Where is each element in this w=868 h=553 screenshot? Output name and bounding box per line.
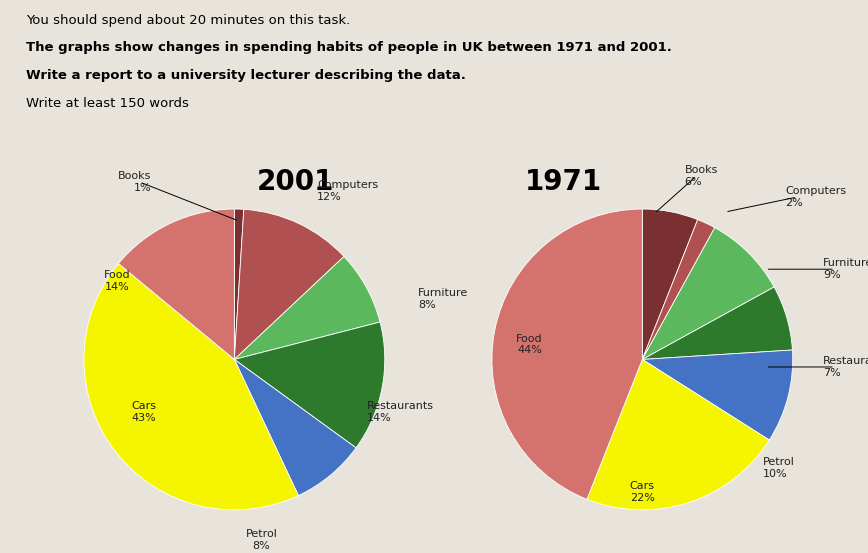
Text: Petrol
10%: Petrol 10% [763, 457, 794, 478]
Wedge shape [642, 287, 792, 359]
Text: Restaurants
14%: Restaurants 14% [366, 401, 434, 423]
Text: 2001: 2001 [257, 168, 334, 196]
Wedge shape [642, 220, 714, 359]
Text: Food
44%: Food 44% [516, 333, 542, 355]
Text: Books
1%: Books 1% [118, 171, 152, 193]
Wedge shape [642, 350, 792, 440]
Text: Cars
43%: Cars 43% [132, 401, 156, 423]
Text: Computers
12%: Computers 12% [317, 180, 378, 202]
Wedge shape [234, 359, 356, 495]
Wedge shape [492, 209, 642, 499]
Wedge shape [234, 210, 344, 359]
Wedge shape [234, 257, 380, 359]
Text: Write at least 150 words: Write at least 150 words [26, 97, 189, 110]
Wedge shape [84, 264, 299, 510]
Text: Computers
2%: Computers 2% [786, 186, 846, 208]
Text: Cars
22%: Cars 22% [630, 481, 654, 503]
Text: Restaurants
7%: Restaurants 7% [823, 356, 868, 378]
Wedge shape [587, 359, 769, 510]
Wedge shape [118, 209, 234, 359]
Text: The graphs show changes in spending habits of people in UK between 1971 and 2001: The graphs show changes in spending habi… [26, 41, 672, 55]
Wedge shape [642, 228, 774, 359]
Text: Food
14%: Food 14% [103, 270, 130, 292]
Text: 1971: 1971 [525, 168, 602, 196]
Text: Furniture
9%: Furniture 9% [823, 258, 868, 280]
Text: Furniture
8%: Furniture 8% [418, 289, 468, 310]
Text: Books
6%: Books 6% [685, 165, 718, 187]
Text: Petrol
8%: Petrol 8% [246, 529, 278, 551]
Text: You should spend about 20 minutes on this task.: You should spend about 20 minutes on thi… [26, 14, 351, 27]
Text: Write a report to a university lecturer describing the data.: Write a report to a university lecturer … [26, 69, 466, 82]
Wedge shape [642, 209, 698, 359]
Wedge shape [234, 322, 385, 448]
Wedge shape [234, 209, 244, 359]
